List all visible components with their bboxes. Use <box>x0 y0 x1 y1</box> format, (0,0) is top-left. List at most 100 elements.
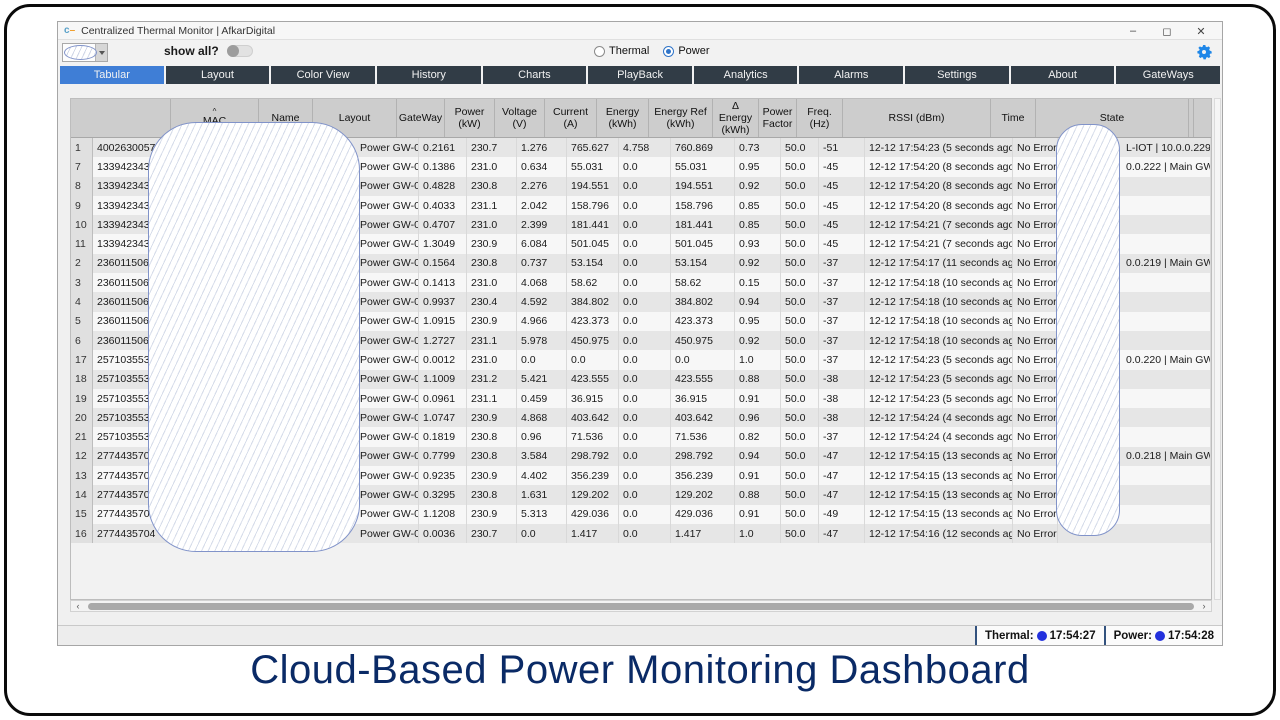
current-cell[interactable]: 4.868 <box>517 408 567 428</box>
current-cell[interactable]: 4.402 <box>517 466 567 486</box>
rssi-cell[interactable]: -47 <box>819 466 865 486</box>
delta-energy-cell[interactable]: 58.62 <box>671 273 735 293</box>
gateway-info-cell[interactable] <box>1058 215 1211 235</box>
time-cell[interactable]: 12-12 17:54:23 (5 seconds ago) <box>865 138 1013 158</box>
time-cell[interactable]: 12-12 17:54:15 (13 seconds ago) <box>865 485 1013 505</box>
time-cell[interactable]: 12-12 17:54:24 (4 seconds ago) <box>865 408 1013 428</box>
current-cell[interactable]: 5.313 <box>517 504 567 524</box>
rssi-cell[interactable]: -37 <box>819 330 865 351</box>
energy-ref-cell[interactable]: 0.0 <box>619 157 671 177</box>
current-cell[interactable]: 4.966 <box>517 311 567 331</box>
gateway-cell[interactable]: Power GW-01 <box>335 427 419 447</box>
power-cell[interactable]: 0.4828 <box>419 176 467 196</box>
power-factor-cell[interactable]: 0.91 <box>735 466 781 486</box>
energy-ref-cell[interactable]: 0.0 <box>619 485 671 505</box>
table-header-cell[interactable]: State <box>1036 99 1189 137</box>
gateway-info-cell[interactable]: 0.0.218 | Main GW <box>1058 446 1211 467</box>
rssi-cell[interactable]: -47 <box>819 446 865 467</box>
delta-energy-cell[interactable]: 181.441 <box>671 215 735 235</box>
voltage-cell[interactable]: 231.0 <box>467 215 517 235</box>
show-all-toggle[interactable] <box>226 45 253 57</box>
energy-ref-cell[interactable]: 0.0 <box>619 311 671 331</box>
time-cell[interactable]: 12-12 17:54:21 (7 seconds ago) <box>865 215 1013 235</box>
power-factor-cell[interactable]: 0.95 <box>735 311 781 331</box>
rssi-cell[interactable]: -45 <box>819 234 865 254</box>
delta-energy-cell[interactable]: 450.975 <box>671 330 735 351</box>
scroll-left-icon[interactable]: ‹ <box>76 601 80 611</box>
energy-ref-cell[interactable]: 0.0 <box>619 253 671 274</box>
gateway-info-cell[interactable] <box>1058 388 1211 409</box>
gateway-info-cell[interactable] <box>1058 504 1211 524</box>
energy-cell[interactable]: 298.792 <box>567 446 619 467</box>
delta-energy-cell[interactable]: 356.239 <box>671 466 735 486</box>
time-cell[interactable]: 12-12 17:54:15 (13 seconds ago) <box>865 466 1013 486</box>
delta-energy-cell[interactable]: 429.036 <box>671 504 735 524</box>
table-header-cell[interactable]: Time <box>991 99 1036 137</box>
time-cell[interactable]: 12-12 17:54:20 (8 seconds ago) <box>865 195 1013 216</box>
state-cell[interactable]: No Error <box>1013 234 1058 254</box>
rssi-cell[interactable]: -45 <box>819 157 865 177</box>
voltage-cell[interactable]: 231.0 <box>467 157 517 177</box>
power-cell[interactable]: 1.0747 <box>419 408 467 428</box>
gateway-cell[interactable]: Power GW-01 <box>335 446 419 467</box>
power-cell[interactable]: 1.2727 <box>419 330 467 351</box>
power-factor-cell[interactable]: 1.0 <box>735 523 781 544</box>
time-cell[interactable]: 12-12 17:54:18 (10 seconds ago) <box>865 292 1013 312</box>
energy-cell[interactable]: 423.555 <box>567 369 619 389</box>
radio-power[interactable]: Power <box>663 45 710 57</box>
power-factor-cell[interactable]: 0.92 <box>735 253 781 274</box>
gateway-cell[interactable]: Power GW-01 <box>335 311 419 331</box>
energy-ref-cell[interactable]: 0.0 <box>619 273 671 293</box>
time-cell[interactable]: 12-12 17:54:18 (10 seconds ago) <box>865 273 1013 293</box>
power-factor-cell[interactable]: 0.85 <box>735 195 781 216</box>
voltage-cell[interactable]: 231.2 <box>467 369 517 389</box>
energy-cell[interactable]: 194.551 <box>567 176 619 196</box>
tab[interactable]: Analytics <box>693 66 798 84</box>
current-cell[interactable]: 1.631 <box>517 485 567 505</box>
gateway-cell[interactable]: Power GW-01 <box>335 466 419 486</box>
time-cell[interactable]: 12-12 17:54:20 (8 seconds ago) <box>865 157 1013 177</box>
gateway-info-cell[interactable] <box>1058 408 1211 428</box>
scroll-right-icon[interactable]: › <box>1202 601 1206 611</box>
voltage-cell[interactable]: 230.9 <box>467 466 517 486</box>
freq-cell[interactable]: 50.0 <box>781 176 819 196</box>
energy-cell[interactable]: 158.796 <box>567 195 619 216</box>
energy-ref-cell[interactable]: 0.0 <box>619 466 671 486</box>
power-factor-cell[interactable]: 0.85 <box>735 215 781 235</box>
state-cell[interactable]: No Error <box>1013 330 1058 351</box>
energy-ref-cell[interactable]: 0.0 <box>619 234 671 254</box>
rssi-cell[interactable]: -37 <box>819 427 865 447</box>
freq-cell[interactable]: 50.0 <box>781 350 819 370</box>
device-combobox[interactable] <box>62 43 108 62</box>
time-cell[interactable]: 12-12 17:54:21 (7 seconds ago) <box>865 234 1013 254</box>
power-factor-cell[interactable]: 0.95 <box>735 157 781 177</box>
voltage-cell[interactable]: 230.9 <box>467 234 517 254</box>
maximize-button[interactable]: ◻ <box>1162 25 1172 38</box>
energy-ref-cell[interactable]: 0.0 <box>619 504 671 524</box>
rssi-cell[interactable]: -47 <box>819 523 865 544</box>
freq-cell[interactable]: 50.0 <box>781 157 819 177</box>
voltage-cell[interactable]: 231.0 <box>467 350 517 370</box>
freq-cell[interactable]: 50.0 <box>781 427 819 447</box>
gateway-info-cell[interactable]: 0.0.220 | Main GW <box>1058 350 1211 370</box>
energy-cell[interactable]: 384.802 <box>567 292 619 312</box>
rssi-cell[interactable]: -38 <box>819 388 865 409</box>
freq-cell[interactable]: 50.0 <box>781 369 819 389</box>
gateway-cell[interactable]: Power GW-01 <box>335 504 419 524</box>
rssi-cell[interactable]: -45 <box>819 215 865 235</box>
power-cell[interactable]: 1.0915 <box>419 311 467 331</box>
state-cell[interactable]: No Error <box>1013 273 1058 293</box>
energy-ref-cell[interactable]: 0.0 <box>619 176 671 196</box>
energy-ref-cell[interactable]: 0.0 <box>619 215 671 235</box>
time-cell[interactable]: 12-12 17:54:20 (8 seconds ago) <box>865 176 1013 196</box>
close-button[interactable]: ✕ <box>1196 25 1206 38</box>
power-cell[interactable]: 0.4033 <box>419 195 467 216</box>
gateway-info-cell[interactable] <box>1058 523 1211 544</box>
gateway-cell[interactable]: Power GW-01 <box>335 253 419 274</box>
state-cell[interactable]: No Error <box>1013 446 1058 467</box>
freq-cell[interactable]: 50.0 <box>781 388 819 409</box>
tab[interactable]: Alarms <box>799 66 904 84</box>
power-factor-cell[interactable]: 0.96 <box>735 408 781 428</box>
horizontal-scrollbar[interactable]: ‹ › <box>70 600 1212 612</box>
freq-cell[interactable]: 50.0 <box>781 466 819 486</box>
